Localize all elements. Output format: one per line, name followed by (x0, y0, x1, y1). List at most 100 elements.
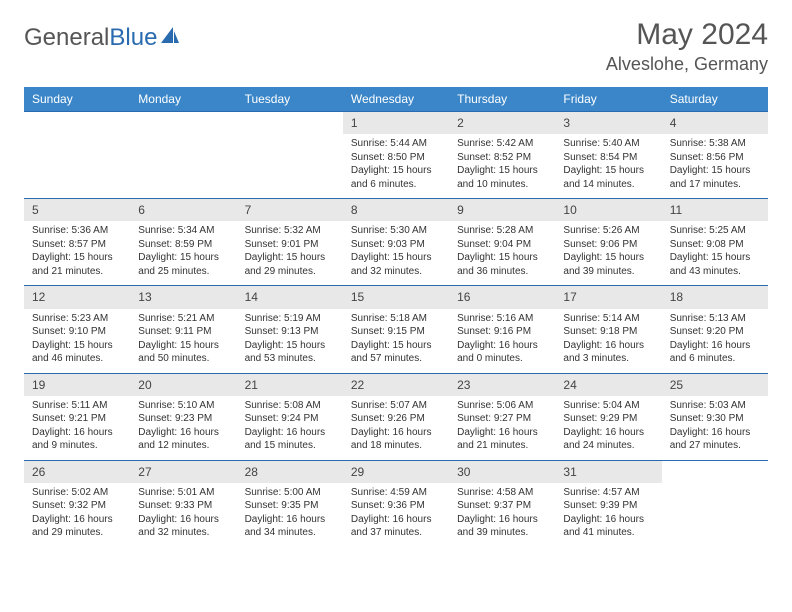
sunrise-line: Sunrise: 5:42 AM (457, 137, 547, 151)
sunrise-line: Sunrise: 5:16 AM (457, 312, 547, 326)
day-content-row: Sunrise: 5:11 AMSunset: 9:21 PMDaylight:… (24, 396, 768, 461)
sunset-line: Sunset: 9:32 PM (32, 499, 122, 513)
daylight-line: Daylight: 15 hours and 46 minutes. (32, 339, 122, 366)
sunrise-line: Sunrise: 4:59 AM (351, 486, 441, 500)
day-content-cell: Sunrise: 5:16 AMSunset: 9:16 PMDaylight:… (449, 309, 555, 374)
day-number-cell: 27 (130, 460, 236, 483)
sunrise-line: Sunrise: 5:19 AM (245, 312, 335, 326)
sunrise-line: Sunrise: 5:25 AM (670, 224, 760, 238)
sunrise-line: Sunrise: 5:10 AM (138, 399, 228, 413)
sunrise-line: Sunrise: 5:11 AM (32, 399, 122, 413)
daylight-line: Daylight: 16 hours and 12 minutes. (138, 426, 228, 453)
logo-text: GeneralBlue (24, 24, 157, 52)
day-content-cell: Sunrise: 5:38 AMSunset: 8:56 PMDaylight:… (662, 134, 768, 199)
sunset-line: Sunset: 9:11 PM (138, 325, 228, 339)
daylight-line: Daylight: 16 hours and 15 minutes. (245, 426, 335, 453)
day-number-cell: 14 (237, 286, 343, 309)
day-number-cell: 18 (662, 286, 768, 309)
location: Alveslohe, Germany (606, 54, 768, 75)
sunrise-line: Sunrise: 5:28 AM (457, 224, 547, 238)
day-number-cell (237, 112, 343, 135)
day-content-cell: Sunrise: 5:34 AMSunset: 8:59 PMDaylight:… (130, 221, 236, 286)
day-content-cell (24, 134, 130, 199)
day-number-cell: 16 (449, 286, 555, 309)
sunset-line: Sunset: 9:06 PM (563, 238, 653, 252)
logo-part2: Blue (109, 24, 157, 51)
sunset-line: Sunset: 9:15 PM (351, 325, 441, 339)
day-number-cell: 9 (449, 199, 555, 222)
day-number-cell: 19 (24, 373, 130, 396)
sunset-line: Sunset: 8:52 PM (457, 151, 547, 165)
day-number-cell: 7 (237, 199, 343, 222)
sunset-line: Sunset: 9:39 PM (563, 499, 653, 513)
day-number-cell: 11 (662, 199, 768, 222)
day-number-cell: 24 (555, 373, 661, 396)
sunset-line: Sunset: 9:27 PM (457, 412, 547, 426)
day-number-cell: 2 (449, 112, 555, 135)
sunrise-line: Sunrise: 4:57 AM (563, 486, 653, 500)
day-number-cell: 6 (130, 199, 236, 222)
day-content-cell: Sunrise: 5:44 AMSunset: 8:50 PMDaylight:… (343, 134, 449, 199)
daylight-line: Daylight: 15 hours and 14 minutes. (563, 164, 653, 191)
daylight-line: Daylight: 16 hours and 29 minutes. (32, 513, 122, 540)
day-header: Sunday (24, 87, 130, 112)
sunset-line: Sunset: 9:13 PM (245, 325, 335, 339)
day-number-cell (130, 112, 236, 135)
daylight-line: Daylight: 16 hours and 32 minutes. (138, 513, 228, 540)
sunset-line: Sunset: 9:20 PM (670, 325, 760, 339)
sunset-line: Sunset: 9:36 PM (351, 499, 441, 513)
sunrise-line: Sunrise: 5:36 AM (32, 224, 122, 238)
daylight-line: Daylight: 15 hours and 10 minutes. (457, 164, 547, 191)
day-content-cell: Sunrise: 5:00 AMSunset: 9:35 PMDaylight:… (237, 483, 343, 547)
day-content-cell: Sunrise: 5:11 AMSunset: 9:21 PMDaylight:… (24, 396, 130, 461)
day-content-cell (237, 134, 343, 199)
sunset-line: Sunset: 8:56 PM (670, 151, 760, 165)
daylight-line: Daylight: 15 hours and 50 minutes. (138, 339, 228, 366)
sunrise-line: Sunrise: 5:13 AM (670, 312, 760, 326)
sunrise-line: Sunrise: 4:58 AM (457, 486, 547, 500)
day-content-cell: Sunrise: 5:14 AMSunset: 9:18 PMDaylight:… (555, 309, 661, 374)
logo: GeneralBlue (24, 24, 181, 52)
day-content-cell: Sunrise: 4:59 AMSunset: 9:36 PMDaylight:… (343, 483, 449, 547)
sunrise-line: Sunrise: 5:26 AM (563, 224, 653, 238)
sunset-line: Sunset: 8:59 PM (138, 238, 228, 252)
sunset-line: Sunset: 9:37 PM (457, 499, 547, 513)
sunrise-line: Sunrise: 5:34 AM (138, 224, 228, 238)
daylight-line: Daylight: 16 hours and 9 minutes. (32, 426, 122, 453)
day-number-cell: 4 (662, 112, 768, 135)
daylight-line: Daylight: 16 hours and 24 minutes. (563, 426, 653, 453)
day-number-cell: 8 (343, 199, 449, 222)
sunset-line: Sunset: 9:26 PM (351, 412, 441, 426)
day-content-cell: Sunrise: 5:06 AMSunset: 9:27 PMDaylight:… (449, 396, 555, 461)
daylight-line: Daylight: 16 hours and 3 minutes. (563, 339, 653, 366)
day-content-cell: Sunrise: 5:30 AMSunset: 9:03 PMDaylight:… (343, 221, 449, 286)
day-content-cell: Sunrise: 5:07 AMSunset: 9:26 PMDaylight:… (343, 396, 449, 461)
daylight-line: Daylight: 15 hours and 57 minutes. (351, 339, 441, 366)
sunrise-line: Sunrise: 5:30 AM (351, 224, 441, 238)
sunset-line: Sunset: 9:30 PM (670, 412, 760, 426)
day-number-row: 19202122232425 (24, 373, 768, 396)
day-number-cell: 13 (130, 286, 236, 309)
day-number-cell: 29 (343, 460, 449, 483)
day-number-cell: 3 (555, 112, 661, 135)
daylight-line: Daylight: 16 hours and 0 minutes. (457, 339, 547, 366)
day-number-cell: 12 (24, 286, 130, 309)
daylight-line: Daylight: 16 hours and 27 minutes. (670, 426, 760, 453)
day-content-row: Sunrise: 5:23 AMSunset: 9:10 PMDaylight:… (24, 309, 768, 374)
sunrise-line: Sunrise: 5:38 AM (670, 137, 760, 151)
daylight-line: Daylight: 16 hours and 37 minutes. (351, 513, 441, 540)
day-number-cell: 23 (449, 373, 555, 396)
day-content-row: Sunrise: 5:02 AMSunset: 9:32 PMDaylight:… (24, 483, 768, 547)
day-number-cell: 22 (343, 373, 449, 396)
month-year: May 2024 (606, 18, 768, 52)
day-number-cell: 31 (555, 460, 661, 483)
day-content-row: Sunrise: 5:36 AMSunset: 8:57 PMDaylight:… (24, 221, 768, 286)
day-content-cell: Sunrise: 5:02 AMSunset: 9:32 PMDaylight:… (24, 483, 130, 547)
sunrise-line: Sunrise: 5:04 AM (563, 399, 653, 413)
sunrise-line: Sunrise: 5:40 AM (563, 137, 653, 151)
sunset-line: Sunset: 9:23 PM (138, 412, 228, 426)
daylight-line: Daylight: 16 hours and 6 minutes. (670, 339, 760, 366)
sunset-line: Sunset: 9:21 PM (32, 412, 122, 426)
day-content-cell: Sunrise: 5:40 AMSunset: 8:54 PMDaylight:… (555, 134, 661, 199)
day-content-cell: Sunrise: 5:10 AMSunset: 9:23 PMDaylight:… (130, 396, 236, 461)
